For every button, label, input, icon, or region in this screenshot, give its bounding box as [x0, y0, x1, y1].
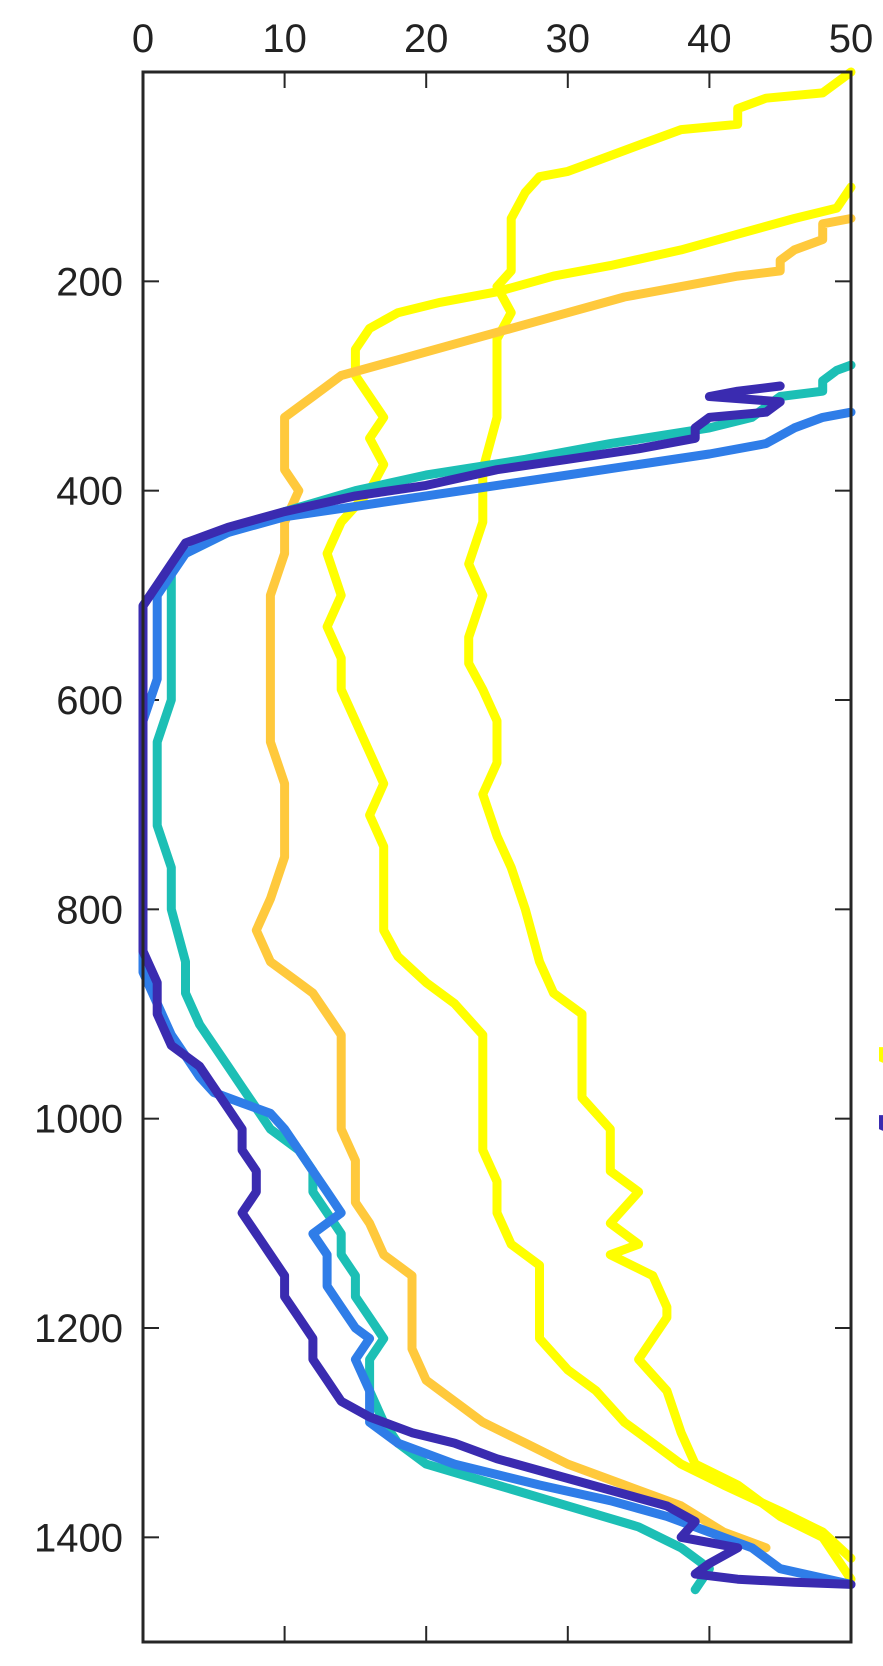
y-tick-label: 1000	[34, 1098, 123, 1142]
y-tick-label: 400	[56, 470, 123, 514]
y-tick-labels: 200 400 600 800 1000 1200 1400	[34, 260, 123, 1560]
axis-ticks	[142, 72, 852, 1642]
series-line-6	[138, 381, 856, 1589]
plot-frame	[141, 70, 853, 1644]
x-tick-labels: 0 10 20 30 40 50	[132, 17, 873, 61]
x-tick-label: 20	[404, 17, 449, 61]
edge-marker-2	[879, 1115, 883, 1131]
x-tick-label: 10	[262, 17, 307, 61]
x-tick-label: 0	[132, 17, 154, 61]
y-tick-label: 600	[56, 679, 123, 723]
y-tick-label: 1400	[34, 1516, 123, 1560]
edge-markers	[879, 1047, 883, 1131]
series-line-1	[464, 67, 856, 1584]
x-tick-label: 40	[687, 17, 732, 61]
x-tick-label: 30	[546, 17, 591, 61]
y-tick-label: 1200	[34, 1307, 123, 1351]
series-line-5	[138, 407, 856, 1589]
x-tick-label: 50	[829, 17, 874, 61]
series-line-2	[322, 182, 856, 1563]
y-tick-label: 200	[56, 260, 123, 304]
series-lines	[138, 67, 856, 1595]
edge-marker-1	[879, 1047, 883, 1063]
series-line-4	[152, 360, 856, 1595]
y-tick-label: 800	[56, 888, 123, 932]
series-line-3	[251, 214, 856, 1553]
